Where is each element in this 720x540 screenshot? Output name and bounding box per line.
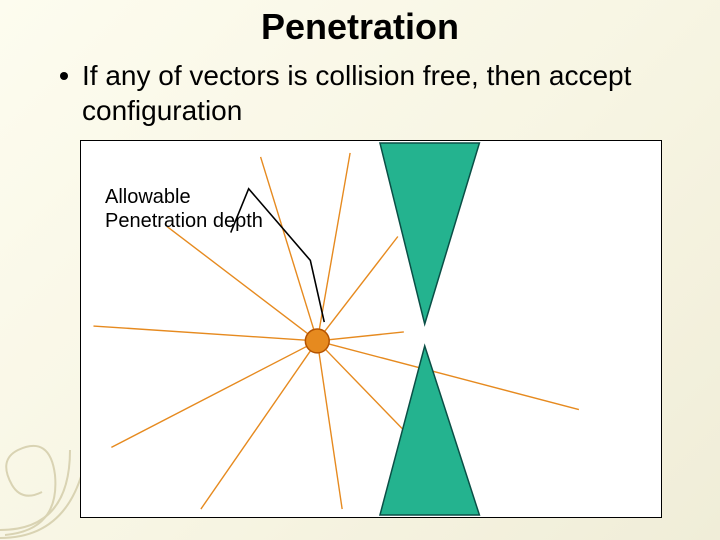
ray-line: [201, 341, 317, 509]
ray-line: [167, 227, 317, 341]
bullet-text: If any of vectors is collision free, the…: [82, 58, 710, 128]
config-node: [305, 329, 329, 353]
ray-line: [111, 341, 317, 447]
annotation-label: Allowable Penetration depth: [105, 185, 263, 233]
ray-line: [261, 157, 318, 341]
obstacle-shape: [380, 143, 479, 324]
ray-line: [317, 341, 579, 410]
ray-line: [317, 332, 404, 341]
bullet-dot-icon: [60, 72, 68, 80]
obstacle-shape: [380, 346, 479, 515]
diagram-frame: Allowable Penetration depth: [80, 140, 662, 518]
bullet-item: If any of vectors is collision free, the…: [60, 58, 710, 128]
slide-title: Penetration: [0, 6, 720, 48]
ray-line: [93, 326, 317, 341]
ray-line: [317, 236, 398, 340]
ray-line: [317, 341, 342, 509]
slide: Penetration If any of vectors is collisi…: [0, 0, 720, 540]
